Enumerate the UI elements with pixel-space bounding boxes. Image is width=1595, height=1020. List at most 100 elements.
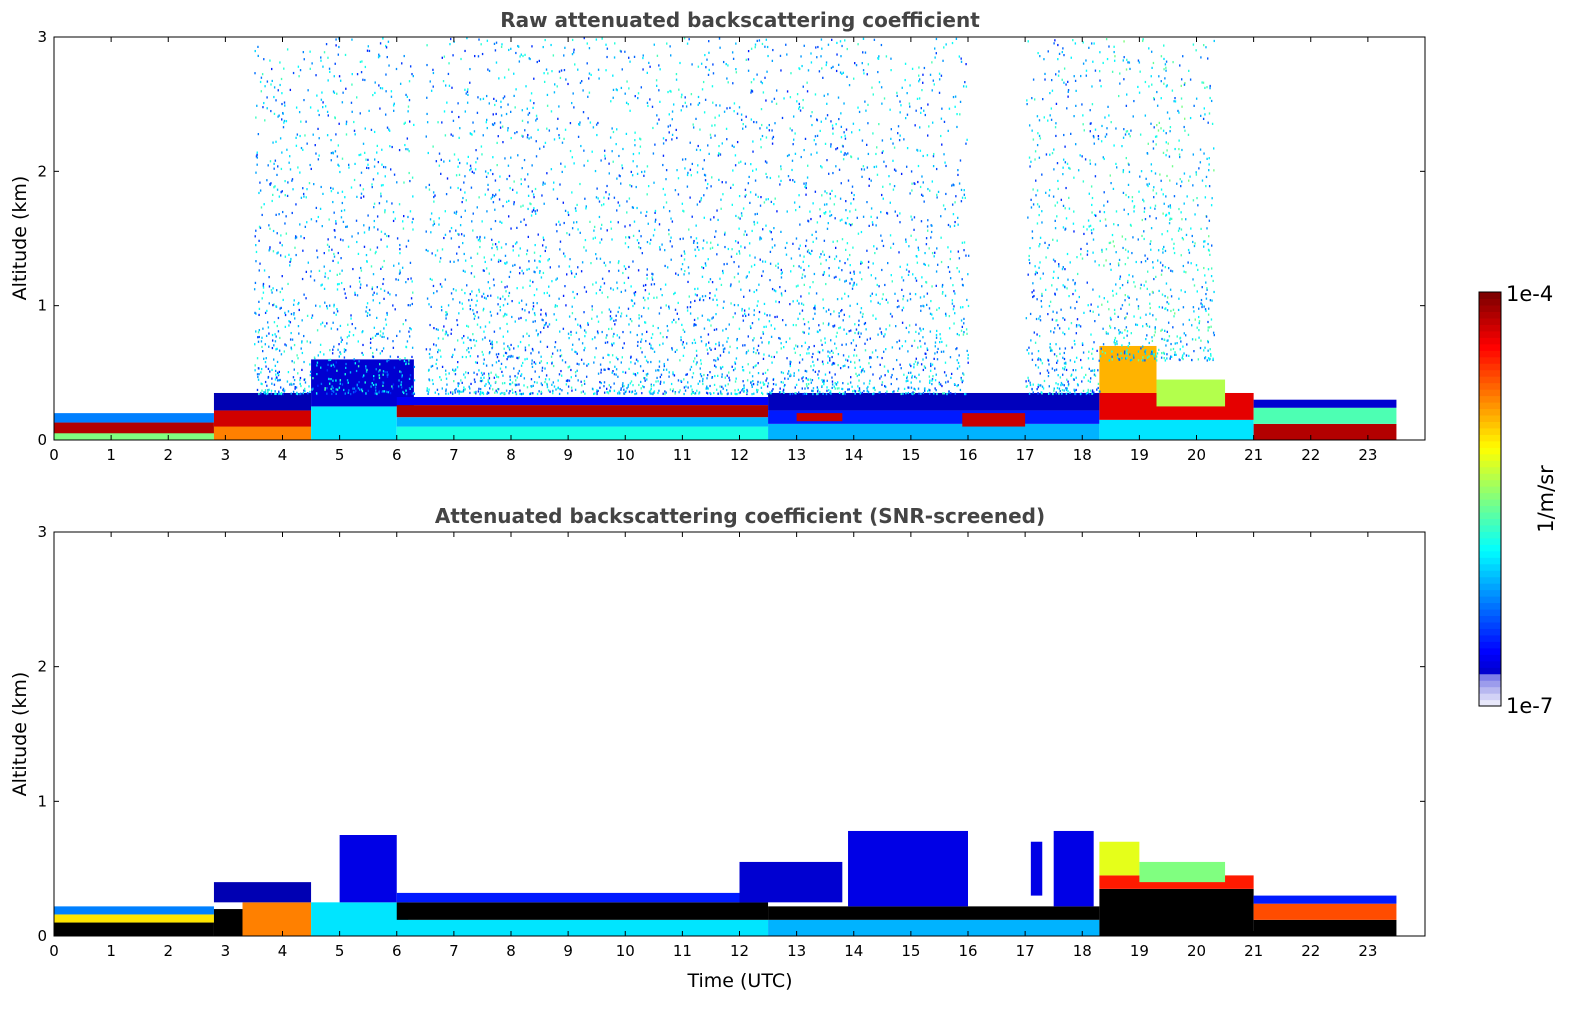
heatmap-speckle — [594, 169, 597, 173]
heatmap-speckle — [542, 236, 545, 239]
heatmap-speckle — [570, 386, 573, 389]
heatmap-speckle — [471, 264, 473, 268]
heatmap-speckle — [510, 354, 512, 358]
heatmap-speckle — [536, 302, 538, 305]
heatmap-speckle — [965, 254, 967, 257]
heatmap-speckle — [880, 375, 882, 378]
heatmap-speckle — [295, 136, 297, 139]
heatmap-speckle — [957, 361, 960, 365]
heatmap-speckle — [692, 126, 695, 129]
heatmap-speckle — [289, 338, 292, 341]
heatmap-speckle — [544, 141, 547, 144]
heatmap-speckle — [1062, 284, 1064, 287]
heatmap-speckle — [658, 389, 660, 392]
heatmap-speckle — [758, 352, 760, 355]
heatmap-speckle — [820, 253, 822, 256]
heatmap-speckle — [944, 208, 946, 211]
heatmap-speckle — [258, 328, 261, 332]
heatmap-speckle — [651, 272, 653, 275]
heatmap-speckle — [490, 227, 492, 231]
heatmap-speckle — [267, 375, 270, 379]
heatmap-speckle — [603, 149, 606, 152]
heatmap-speckle — [960, 200, 963, 203]
heatmap-speckle — [450, 226, 453, 230]
heatmap-speckle — [573, 221, 575, 224]
heatmap-speckle — [395, 294, 397, 297]
heatmap-speckle — [598, 200, 601, 203]
heatmap-speckle — [291, 338, 294, 341]
heatmap-speckle — [479, 235, 481, 239]
heatmap-speckle — [462, 269, 465, 272]
heatmap-speckle — [925, 237, 928, 240]
heatmap-speckle — [749, 254, 751, 257]
heatmap-speckle — [911, 182, 913, 185]
heatmap-speckle — [934, 56, 936, 59]
heatmap-speckle — [570, 376, 572, 379]
heatmap-speckle — [598, 77, 600, 80]
heatmap-speckle — [1031, 129, 1033, 132]
panel-raw: Raw attenuated backscattering coefficien… — [9, 8, 1426, 464]
heatmap-speckle — [546, 386, 549, 389]
heatmap-speckle — [704, 98, 707, 101]
heatmap-speckle — [683, 258, 686, 261]
heatmap-speckle — [464, 388, 466, 391]
heatmap-speckle — [601, 311, 603, 314]
heatmap-speckle — [1079, 74, 1082, 78]
heatmap-speckle — [635, 185, 637, 189]
heatmap-speckle — [534, 212, 537, 215]
heatmap-speckle — [659, 332, 662, 335]
heatmap-speckle — [502, 205, 504, 208]
heatmap-speckle — [505, 243, 507, 246]
heatmap-speckle — [836, 387, 839, 390]
heatmap-speckle — [305, 196, 307, 199]
heatmap-speckle — [541, 366, 544, 369]
heatmap-speckle — [667, 358, 669, 361]
heatmap-speckle — [909, 292, 911, 295]
heatmap-speckle — [492, 388, 494, 391]
heatmap-speckle — [254, 343, 256, 346]
heatmap-speckle — [822, 322, 825, 325]
heatmap-speckle — [806, 176, 809, 179]
heatmap-speckle — [276, 379, 279, 382]
heatmap-speckle — [893, 184, 896, 188]
heatmap-speckle — [754, 364, 756, 368]
heatmap-speckle — [823, 272, 825, 275]
heatmap-speckle — [701, 314, 704, 317]
heatmap-speckle — [726, 107, 728, 110]
heatmap-speckle — [955, 347, 957, 351]
heatmap-speckle — [1089, 109, 1091, 112]
heatmap-speckle — [491, 195, 494, 199]
heatmap-speckle — [520, 220, 522, 223]
heatmap-speckle — [402, 390, 404, 393]
heatmap-speckle — [1067, 95, 1069, 98]
heatmap-speckle — [466, 90, 469, 93]
heatmap-speckle — [711, 176, 713, 179]
heatmap-speckle — [493, 284, 495, 287]
heatmap-speckle — [550, 110, 553, 113]
heatmap-speckle — [704, 174, 707, 177]
heatmap-speckle — [928, 381, 931, 384]
heatmap-speckle — [720, 392, 722, 395]
heatmap-speckle — [450, 133, 452, 136]
heatmap-speckle — [836, 381, 839, 384]
heatmap-speckle — [744, 246, 746, 249]
heatmap-speckle — [760, 108, 763, 111]
heatmap-speckle — [814, 370, 817, 373]
heatmap-speckle — [508, 355, 510, 358]
heatmap-cell — [796, 413, 843, 422]
heatmap-speckle — [699, 128, 701, 131]
heatmap-speckle — [333, 305, 335, 308]
heatmap-speckle — [762, 270, 764, 273]
heatmap-speckle — [513, 94, 515, 98]
heatmap-speckle — [745, 115, 747, 118]
heatmap-speckle — [1072, 279, 1074, 282]
heatmap-speckle — [907, 371, 910, 374]
heatmap-speckle — [481, 373, 484, 377]
heatmap-speckle — [738, 194, 741, 198]
heatmap-speckle — [520, 53, 522, 56]
heatmap-speckle — [707, 387, 709, 390]
heatmap-speckle — [559, 387, 561, 391]
heatmap-speckle — [508, 291, 511, 295]
heatmap-speckle — [278, 349, 281, 352]
heatmap-speckle — [266, 179, 268, 182]
